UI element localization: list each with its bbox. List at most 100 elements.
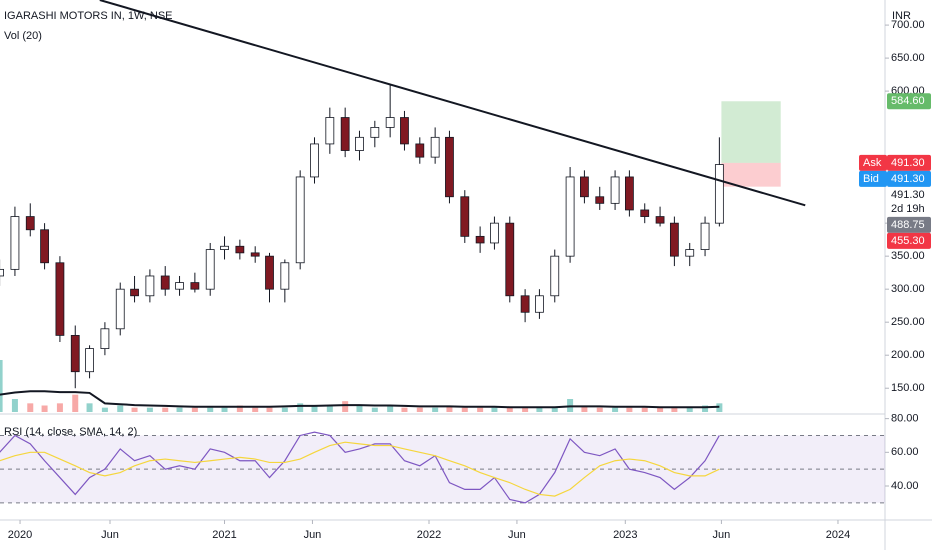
volume-bar [72,394,79,412]
candle-body [430,136,440,158]
volume-bar [117,405,124,412]
candle-body [25,216,35,231]
candle-body [385,117,395,128]
volume-bar [41,405,48,412]
candle-body [55,262,65,336]
y-tick-label: 350.00 [891,250,925,262]
candle-body [205,249,215,290]
volume-bar [671,407,678,412]
candle-body [580,176,589,198]
price-marker-label: 491.30 [891,157,925,169]
candle-body [340,117,350,151]
candle-body [85,348,94,373]
candle-body [310,143,319,178]
x-tick-label: 2022 [417,529,441,541]
volume-bar [461,407,468,412]
candle-body [445,136,454,198]
candle-body [624,176,634,211]
volume-bar [522,407,529,412]
volume-bar [252,407,259,412]
volume-bar [236,405,243,412]
volume-bar [356,405,363,412]
volume-bar [221,407,228,412]
volume-bar [176,407,183,412]
stop-zone [721,162,781,187]
candle-body [595,196,605,204]
volume-bar [266,407,273,412]
candle-body [490,222,499,244]
candle-body [655,216,665,224]
volume-bar [551,407,558,412]
volume-bar [11,399,18,412]
x-tick-label: 2024 [826,529,850,541]
y-tick-label: 650.00 [891,52,925,64]
candle-body [610,176,620,204]
price-marker-label: 455.30 [891,235,925,247]
volume-bar [297,403,304,412]
x-tick-label: Jun [101,529,119,541]
price-marker [887,216,931,233]
y-tick-label: 40.00 [891,480,919,492]
volume-bar [596,407,603,412]
price-marker [887,154,931,171]
candle-body [415,143,425,158]
target-zone [721,101,781,163]
candle-body [190,282,200,290]
volume-bar [0,360,3,412]
volume-bar [281,407,288,412]
volume-bar [506,407,513,412]
currency: INR [892,10,911,22]
volume-bar [641,407,648,412]
candle-body [220,245,229,250]
y-tick-label: 60.00 [891,446,919,458]
x-tick-label: Jun [508,529,526,541]
volume-bar [146,407,153,412]
candle-body [175,282,184,290]
candle-body [235,245,245,254]
x-tick-label: 2021 [212,529,236,541]
volume-bar [191,407,198,412]
volume-ma-line [0,390,720,409]
candle-body [0,268,4,277]
y-tick-label: 150.00 [891,382,925,394]
plot [0,0,889,524]
volume-bar [311,405,318,412]
volume-bar [342,401,349,412]
volume-bar [686,407,693,412]
x-tick-label: 2023 [613,529,637,541]
volume-bar [131,407,138,412]
y-tick-label: 700.00 [891,19,925,31]
candle-body [100,328,110,349]
volume-bar [101,407,108,412]
volume-bar [56,403,63,412]
price-marker-name-box [859,170,887,187]
candle-body [714,164,724,224]
price-marker-name: Ask [863,157,882,169]
price-marker [887,170,931,187]
price-marker-name: Bid [863,173,879,185]
price-marker-note: 2d 19h [891,203,925,215]
volume-bar [626,407,633,412]
candle-body [145,275,155,297]
candle-body [280,262,290,290]
x-tick-label: Jun [304,529,322,541]
candle-body [520,295,530,313]
trendline [99,0,806,207]
price-marker-label: 584.60 [891,95,925,107]
candle-body [70,334,80,373]
volume-bar [387,405,394,412]
y-tick-label: 300.00 [891,283,925,295]
volume-bar [612,407,619,412]
volume-bar [581,405,588,412]
candle-body [355,136,364,151]
candle-body [265,255,274,290]
candle-body [325,117,335,145]
candle-body [10,216,20,270]
volume-bar [536,407,543,412]
candle-body [250,252,260,257]
volume-bar [432,407,439,412]
candle-body [640,209,650,217]
candle-body [40,229,49,264]
